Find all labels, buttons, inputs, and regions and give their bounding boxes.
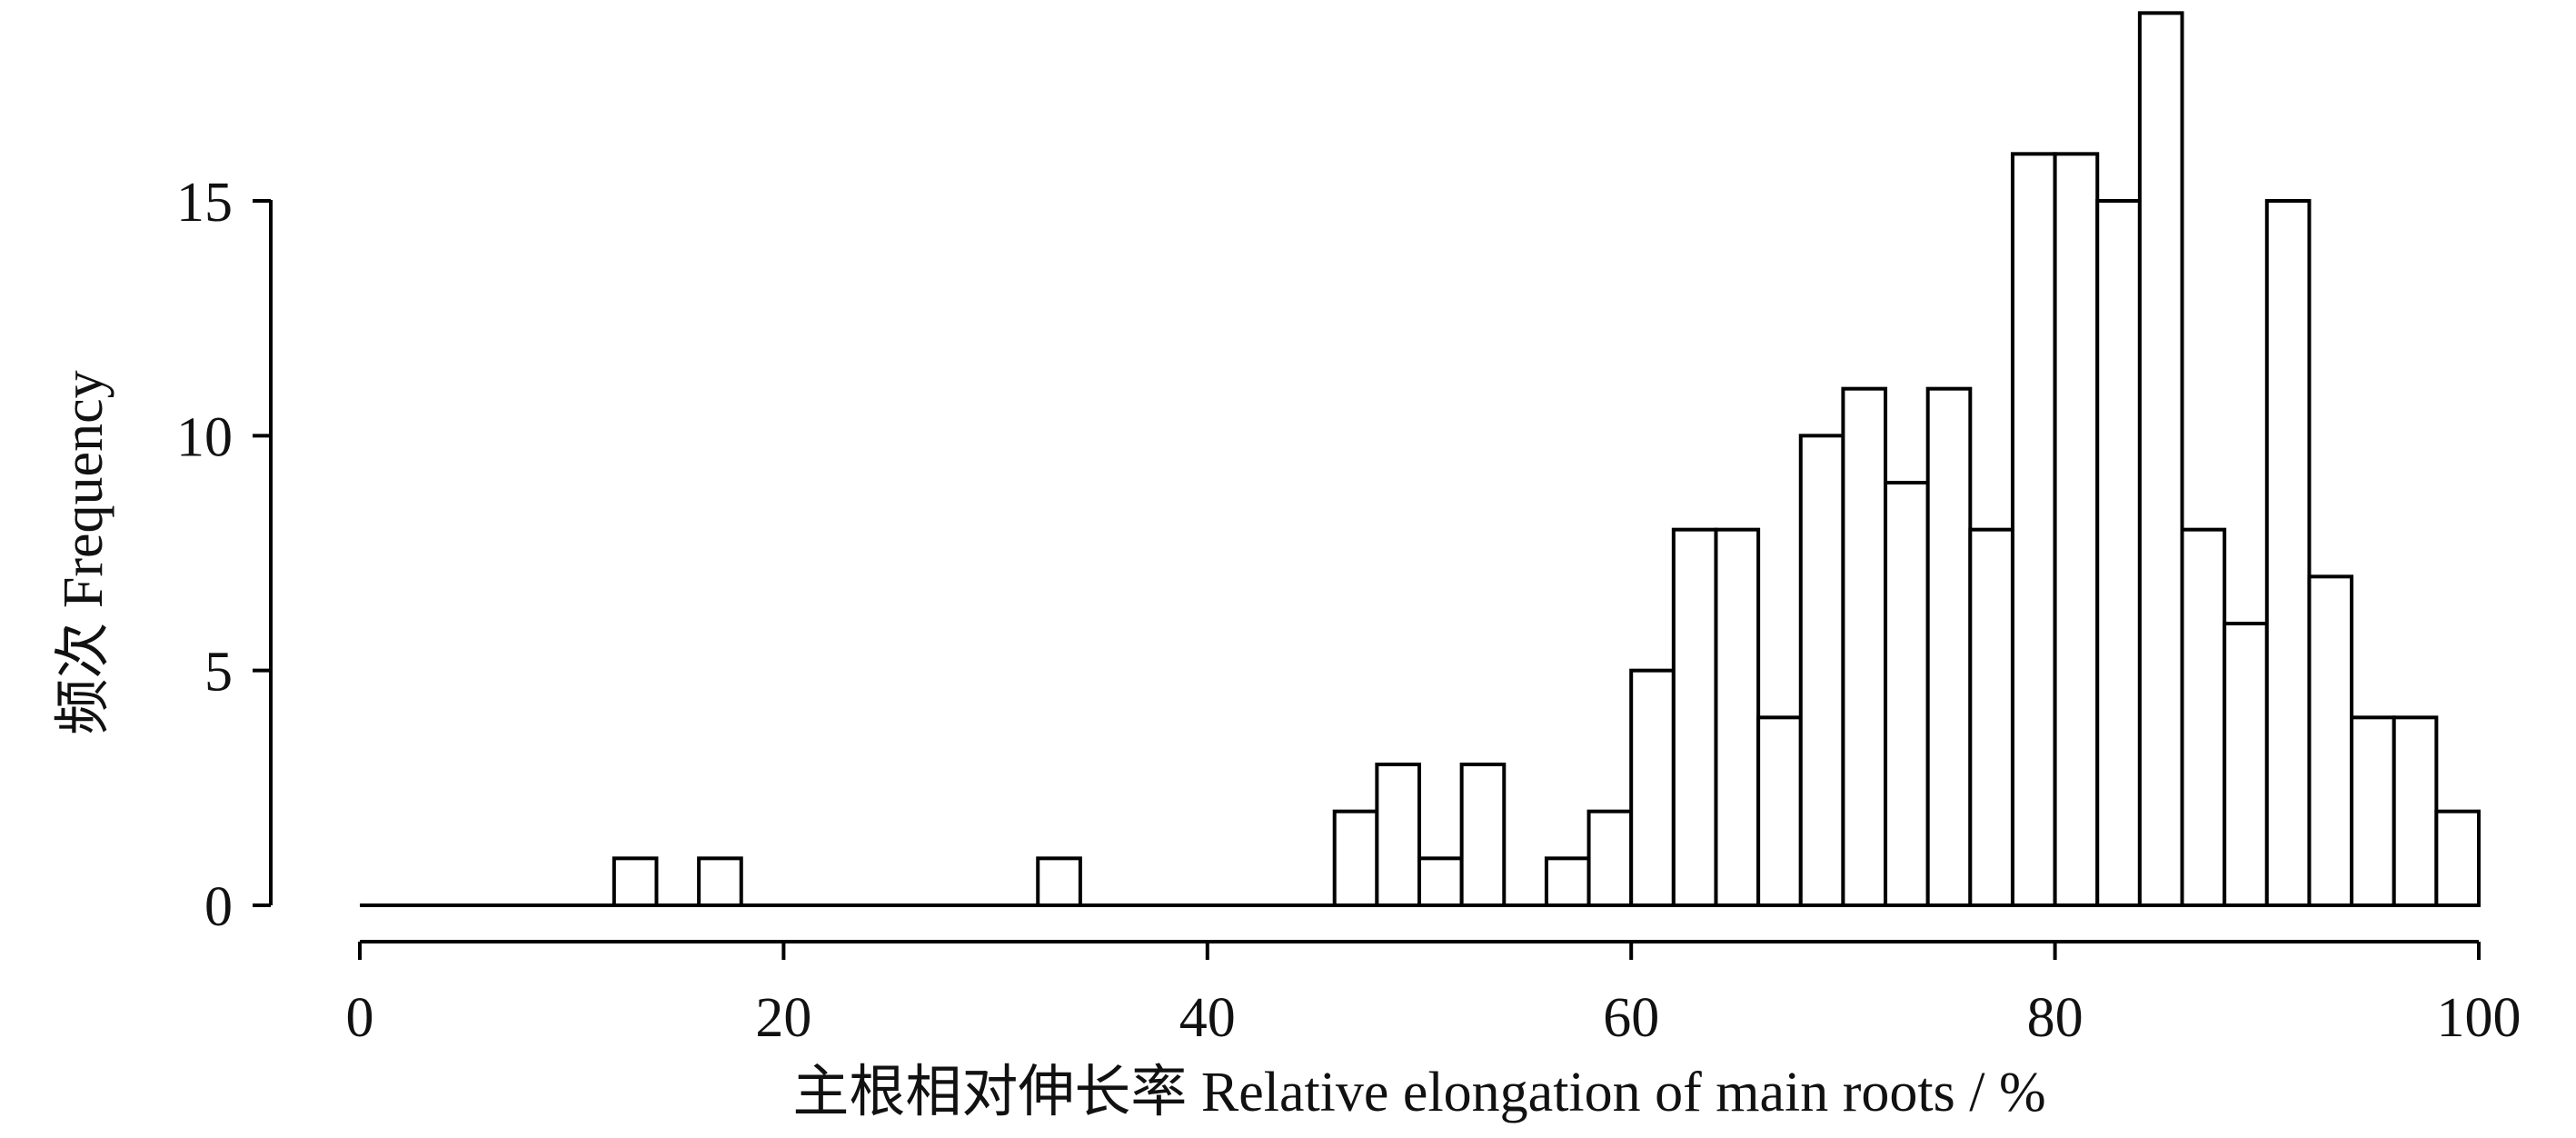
plot-area [360, 11, 2482, 908]
x-axis-title: 主根相对伸长率 Relative elongation of main root… [792, 1062, 2045, 1123]
histogram-bar [1586, 809, 1634, 908]
histogram-bar [2264, 199, 2312, 907]
y-tick-label: 15 [176, 172, 233, 234]
histogram-bar [1671, 527, 1718, 908]
x-tick-label: 0 [346, 987, 374, 1049]
x-tick-label: 80 [2027, 987, 2084, 1049]
histogram-bar [2392, 715, 2439, 907]
histogram-bar [1756, 715, 1803, 907]
histogram-bar [1884, 481, 1930, 907]
histogram-bar [1332, 809, 1379, 908]
x-axis: 0 20 40 60 80 100 [346, 940, 2521, 1049]
histogram-bar [1925, 386, 1973, 907]
histogram-bar [1629, 668, 1676, 908]
histogram-bar [1417, 856, 1464, 907]
x-tick-label: 100 [2437, 987, 2521, 1049]
histogram-bar [2223, 622, 2269, 907]
histogram-bar [697, 856, 743, 907]
y-tick-label: 0 [204, 876, 233, 938]
histogram-bar [1841, 386, 1888, 907]
y-axis-title: 频次 Frequency [53, 370, 114, 734]
histogram-bar [1036, 856, 1082, 907]
histogram-bar [1968, 527, 2014, 908]
histogram-bar [1714, 527, 1761, 908]
y-tick-label: 5 [204, 642, 233, 704]
histogram-bar [2095, 199, 2142, 907]
histogram-bar [2137, 11, 2184, 908]
histogram-bar [612, 856, 659, 907]
histogram-bar [1375, 763, 1421, 907]
y-axis: 0 5 10 15 [176, 172, 273, 938]
histogram-bar [2010, 152, 2057, 908]
histogram-bar [1459, 763, 1507, 907]
histogram-bar [2053, 152, 2100, 908]
histogram-bar [2434, 809, 2482, 908]
histogram-bar [2350, 715, 2396, 907]
x-tick-label: 40 [1179, 987, 1236, 1049]
x-tick-label: 20 [755, 987, 811, 1049]
histogram-bar [2180, 527, 2227, 908]
histogram-bar [1798, 434, 1845, 908]
histogram-bar [1544, 856, 1591, 907]
histogram-bar [2307, 574, 2354, 907]
y-tick-label: 10 [176, 406, 233, 468]
x-tick-label: 60 [1603, 987, 1659, 1049]
